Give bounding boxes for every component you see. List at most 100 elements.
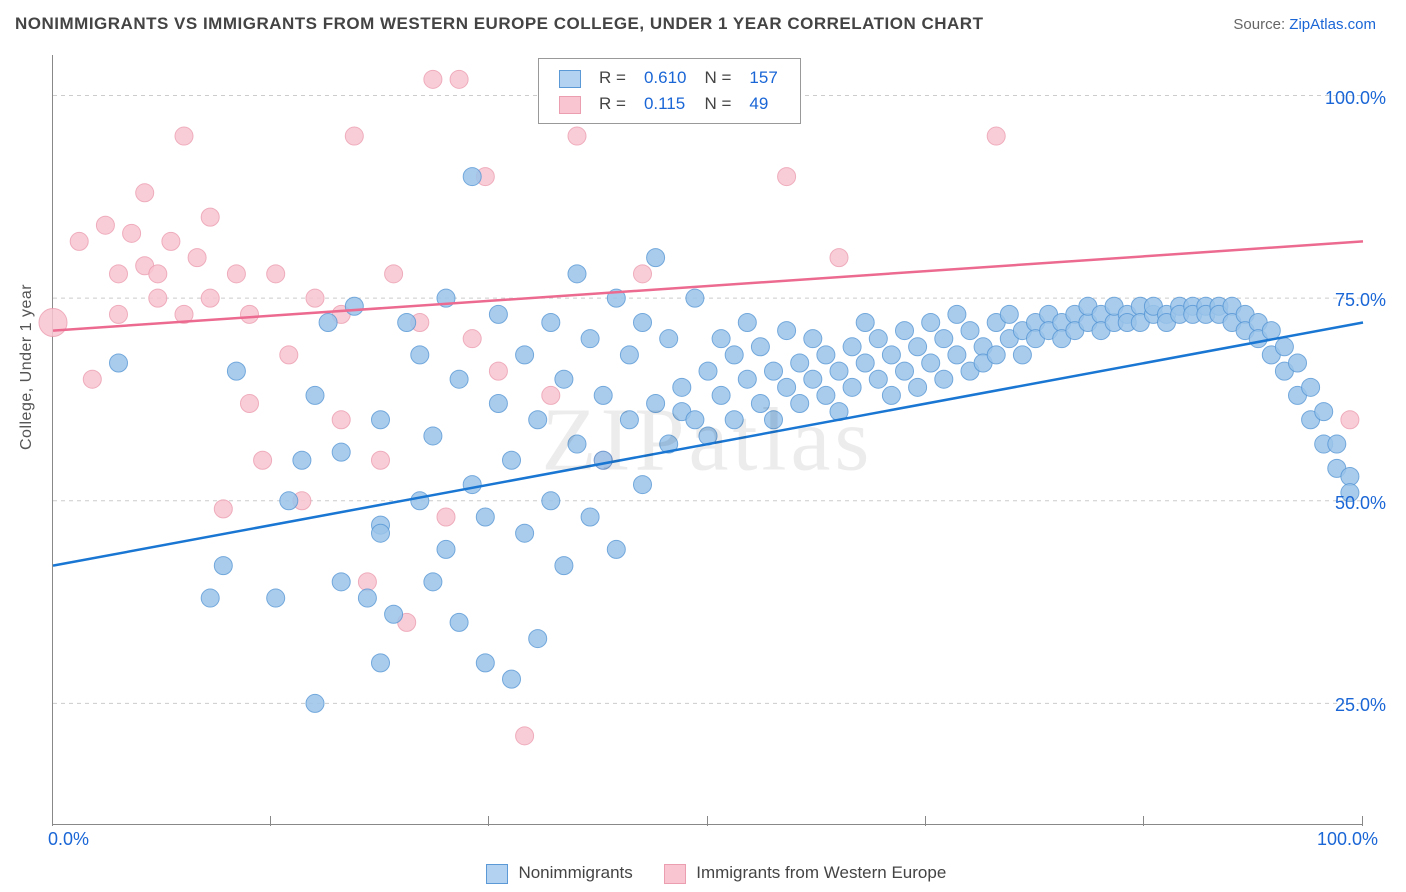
point-nonimmigrants[interactable] xyxy=(935,370,953,388)
point-nonimmigrants[interactable] xyxy=(227,362,245,380)
point-nonimmigrants[interactable] xyxy=(1289,354,1307,372)
point-immigrants-we[interactable] xyxy=(214,500,232,518)
point-nonimmigrants[interactable] xyxy=(817,386,835,404)
r-value-pink[interactable]: 0.115 xyxy=(636,92,695,116)
point-nonimmigrants[interactable] xyxy=(581,508,599,526)
point-nonimmigrants[interactable] xyxy=(476,654,494,672)
point-nonimmigrants[interactable] xyxy=(791,395,809,413)
point-immigrants-we[interactable] xyxy=(162,232,180,250)
point-nonimmigrants[interactable] xyxy=(110,354,128,372)
point-immigrants-we[interactable] xyxy=(70,232,88,250)
point-immigrants-we[interactable] xyxy=(149,265,167,283)
point-nonimmigrants[interactable] xyxy=(568,435,586,453)
point-immigrants-we[interactable] xyxy=(424,70,442,88)
point-nonimmigrants[interactable] xyxy=(319,313,337,331)
point-immigrants-we[interactable] xyxy=(175,127,193,145)
point-immigrants-we[interactable] xyxy=(372,451,390,469)
point-nonimmigrants[interactable] xyxy=(542,313,560,331)
point-nonimmigrants[interactable] xyxy=(411,346,429,364)
point-nonimmigrants[interactable] xyxy=(699,362,717,380)
point-immigrants-we[interactable] xyxy=(358,573,376,591)
point-nonimmigrants[interactable] xyxy=(555,557,573,575)
point-immigrants-we[interactable] xyxy=(1341,411,1359,429)
point-nonimmigrants[interactable] xyxy=(529,630,547,648)
point-nonimmigrants[interactable] xyxy=(843,378,861,396)
point-nonimmigrants[interactable] xyxy=(214,557,232,575)
point-immigrants-we[interactable] xyxy=(634,265,652,283)
point-immigrants-we[interactable] xyxy=(267,265,285,283)
point-immigrants-we[interactable] xyxy=(136,184,154,202)
point-nonimmigrants[interactable] xyxy=(450,370,468,388)
point-nonimmigrants[interactable] xyxy=(332,573,350,591)
point-immigrants-we[interactable] xyxy=(345,127,363,145)
point-nonimmigrants[interactable] xyxy=(922,354,940,372)
point-immigrants-we[interactable] xyxy=(241,305,259,323)
point-nonimmigrants[interactable] xyxy=(712,386,730,404)
point-immigrants-we[interactable] xyxy=(568,127,586,145)
point-nonimmigrants[interactable] xyxy=(607,540,625,558)
point-nonimmigrants[interactable] xyxy=(804,330,822,348)
point-nonimmigrants[interactable] xyxy=(882,346,900,364)
point-immigrants-we[interactable] xyxy=(83,370,101,388)
point-nonimmigrants[interactable] xyxy=(634,476,652,494)
point-nonimmigrants[interactable] xyxy=(843,338,861,356)
point-nonimmigrants[interactable] xyxy=(948,346,966,364)
point-nonimmigrants[interactable] xyxy=(804,370,822,388)
point-nonimmigrants[interactable] xyxy=(751,395,769,413)
point-nonimmigrants[interactable] xyxy=(516,524,534,542)
point-nonimmigrants[interactable] xyxy=(1341,467,1359,485)
point-nonimmigrants[interactable] xyxy=(476,508,494,526)
point-nonimmigrants[interactable] xyxy=(856,354,874,372)
point-immigrants-we[interactable] xyxy=(254,451,272,469)
point-nonimmigrants[interactable] xyxy=(1328,435,1346,453)
point-nonimmigrants[interactable] xyxy=(385,605,403,623)
point-nonimmigrants[interactable] xyxy=(686,289,704,307)
point-nonimmigrants[interactable] xyxy=(634,313,652,331)
point-nonimmigrants[interactable] xyxy=(398,313,416,331)
point-nonimmigrants[interactable] xyxy=(1000,305,1018,323)
point-nonimmigrants[interactable] xyxy=(948,305,966,323)
point-nonimmigrants[interactable] xyxy=(503,451,521,469)
point-nonimmigrants[interactable] xyxy=(372,654,390,672)
point-nonimmigrants[interactable] xyxy=(1275,338,1293,356)
point-nonimmigrants[interactable] xyxy=(516,346,534,364)
point-nonimmigrants[interactable] xyxy=(568,265,586,283)
point-nonimmigrants[interactable] xyxy=(673,378,691,396)
point-immigrants-we[interactable] xyxy=(96,216,114,234)
point-nonimmigrants[interactable] xyxy=(424,427,442,445)
point-nonimmigrants[interactable] xyxy=(280,492,298,510)
point-nonimmigrants[interactable] xyxy=(201,589,219,607)
point-immigrants-we[interactable] xyxy=(39,308,67,336)
point-immigrants-we[interactable] xyxy=(241,395,259,413)
point-nonimmigrants[interactable] xyxy=(450,613,468,631)
point-nonimmigrants[interactable] xyxy=(581,330,599,348)
point-nonimmigrants[interactable] xyxy=(738,313,756,331)
n-value-blue[interactable]: 157 xyxy=(741,66,785,90)
point-nonimmigrants[interactable] xyxy=(725,411,743,429)
point-nonimmigrants[interactable] xyxy=(791,354,809,372)
point-immigrants-we[interactable] xyxy=(987,127,1005,145)
point-nonimmigrants[interactable] xyxy=(751,338,769,356)
point-nonimmigrants[interactable] xyxy=(961,322,979,340)
point-nonimmigrants[interactable] xyxy=(647,249,665,267)
point-nonimmigrants[interactable] xyxy=(987,346,1005,364)
point-nonimmigrants[interactable] xyxy=(1262,322,1280,340)
point-nonimmigrants[interactable] xyxy=(1302,378,1320,396)
point-immigrants-we[interactable] xyxy=(227,265,245,283)
point-immigrants-we[interactable] xyxy=(489,362,507,380)
point-nonimmigrants[interactable] xyxy=(345,297,363,315)
point-immigrants-we[interactable] xyxy=(516,727,534,745)
point-immigrants-we[interactable] xyxy=(306,289,324,307)
point-nonimmigrants[interactable] xyxy=(647,395,665,413)
point-nonimmigrants[interactable] xyxy=(660,330,678,348)
point-immigrants-we[interactable] xyxy=(463,330,481,348)
r-value-blue[interactable]: 0.610 xyxy=(636,66,695,90)
point-nonimmigrants[interactable] xyxy=(411,492,429,510)
point-nonimmigrants[interactable] xyxy=(620,411,638,429)
point-nonimmigrants[interactable] xyxy=(542,492,560,510)
point-nonimmigrants[interactable] xyxy=(372,524,390,542)
point-immigrants-we[interactable] xyxy=(542,386,560,404)
point-nonimmigrants[interactable] xyxy=(909,338,927,356)
point-nonimmigrants[interactable] xyxy=(909,378,927,396)
point-nonimmigrants[interactable] xyxy=(332,443,350,461)
